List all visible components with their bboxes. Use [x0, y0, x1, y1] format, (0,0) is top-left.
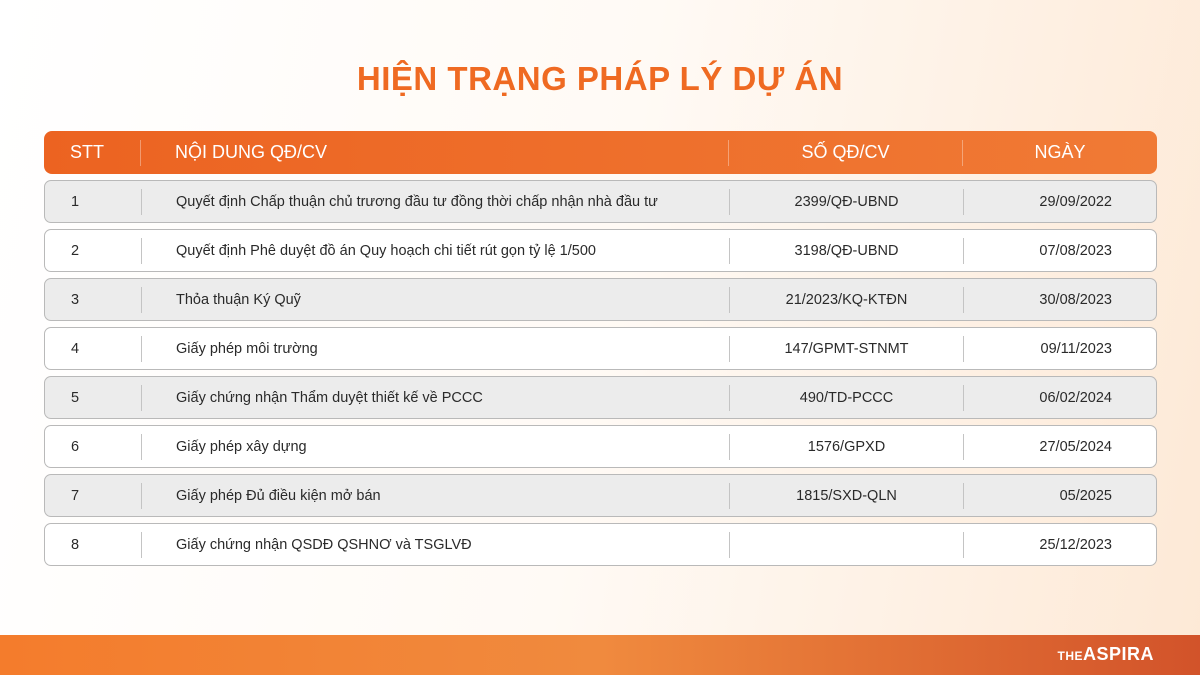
divider	[141, 335, 142, 362]
divider	[141, 433, 142, 460]
cell-date: 07/08/2023	[1039, 242, 1112, 259]
table-row: 2 Quyết định Phê duyệt đồ án Quy hoạch ch…	[44, 229, 1157, 272]
table-row: 7 Giấy phép Đủ điều kiện mở bán 1815/SXD-Q…	[44, 474, 1157, 517]
divider	[729, 335, 730, 362]
divider	[141, 531, 142, 558]
table-row: 5 Giấy chứng nhận Thẩm duyệt thiết kế về …	[44, 376, 1157, 419]
divider	[963, 188, 964, 215]
cell-stt: 1	[71, 193, 80, 210]
divider	[141, 237, 142, 264]
divider	[963, 482, 964, 509]
cell-stt: 8	[71, 536, 80, 553]
cell-content: Giấy phép xây dựng	[176, 438, 307, 455]
table-row: 8 Giấy chứng nhận QSDĐ QSHNƠ và TSGLVĐ 25/…	[44, 523, 1157, 566]
header-date: NGÀY	[1034, 142, 1086, 162]
cell-stt: 5	[71, 389, 80, 406]
divider	[141, 286, 142, 313]
cell-date: 25/12/2023	[1039, 536, 1112, 553]
divider	[729, 188, 730, 215]
cell-stt: 6	[71, 438, 80, 455]
table-row: 3 Thỏa thuận Ký Quỹ 21/2023/KQ-KTĐN 30/08/2…	[44, 278, 1157, 321]
table-row: 1 Quyết định Chấp thuận chủ trương đầu tư…	[44, 180, 1157, 223]
divider	[729, 237, 730, 264]
divider	[729, 482, 730, 509]
divider	[140, 139, 141, 166]
cell-date: 30/08/2023	[1039, 291, 1112, 308]
table-row: 4 Giấy phép môi trường 147/GPMT-STNMT 09/11…	[44, 327, 1157, 370]
aspira-logo: THEASPIRA	[1057, 644, 1154, 665]
cell-stt: 7	[71, 487, 80, 504]
divider	[728, 139, 729, 166]
divider	[141, 188, 142, 215]
cell-date: 05/2025	[1059, 487, 1112, 504]
cell-stt: 3	[71, 291, 80, 308]
cell-number: 490/TD-PCCC	[799, 389, 894, 406]
table-row: 6 Giấy phép xây dựng 1576/GPXD 27/05/2024	[44, 425, 1157, 468]
cell-number: 1815/SXD-QLN	[796, 487, 897, 504]
divider	[729, 384, 730, 411]
cell-content: Giấy chứng nhận Thẩm duyệt thiết kế về P…	[176, 389, 483, 406]
cell-number: 2399/QĐ-UBND	[794, 193, 899, 210]
divider	[963, 237, 964, 264]
logo-name: ASPIRA	[1082, 644, 1154, 664]
cell-date: 29/09/2022	[1039, 193, 1112, 210]
page-title: HIỆN TRẠNG PHÁP LÝ DỰ ÁN	[356, 60, 844, 97]
cell-number: 3198/QĐ-UBND	[794, 242, 899, 259]
cell-content: Thỏa thuận Ký Quỹ	[176, 291, 301, 308]
cell-content: Giấy phép môi trường	[176, 340, 318, 357]
cell-date: 27/05/2024	[1039, 438, 1112, 455]
logo-prefix: THE	[1057, 649, 1083, 663]
divider	[729, 531, 730, 558]
cell-content: Giấy chứng nhận QSDĐ QSHNƠ và TSGLVĐ	[176, 536, 472, 553]
footer-bar: THEASPIRA	[0, 635, 1200, 675]
divider	[141, 384, 142, 411]
cell-number: 147/GPMT-STNMT	[784, 340, 909, 357]
legal-status-table: STT NỘI DUNG QĐ/CV SỐ QĐ/CV NGÀY 1 Quyết …	[44, 131, 1157, 566]
divider	[141, 482, 142, 509]
cell-content: Quyết định Chấp thuận chủ trương đầu tư …	[176, 193, 658, 210]
header-stt: STT	[70, 142, 104, 162]
table-header: STT NỘI DUNG QĐ/CV SỐ QĐ/CV NGÀY	[44, 131, 1157, 174]
divider	[963, 531, 964, 558]
header-content: NỘI DUNG QĐ/CV	[175, 142, 328, 162]
cell-stt: 4	[71, 340, 80, 357]
cell-stt: 2	[71, 242, 80, 259]
cell-date: 09/11/2023	[1040, 340, 1113, 357]
cell-number	[730, 524, 963, 565]
divider	[962, 139, 963, 166]
divider	[963, 286, 964, 313]
header-number: SỐ QĐ/CV	[801, 142, 890, 162]
divider	[729, 286, 730, 313]
divider	[729, 433, 730, 460]
divider	[963, 433, 964, 460]
divider	[963, 384, 964, 411]
cell-number: 1576/GPXD	[807, 438, 886, 455]
divider	[963, 335, 964, 362]
cell-content: Giấy phép Đủ điều kiện mở bán	[176, 487, 381, 504]
cell-date: 06/02/2024	[1039, 389, 1112, 406]
cell-content: Quyết định Phê duyệt đồ án Quy hoạch chi…	[176, 242, 596, 259]
cell-number: 21/2023/KQ-KTĐN	[785, 291, 908, 308]
